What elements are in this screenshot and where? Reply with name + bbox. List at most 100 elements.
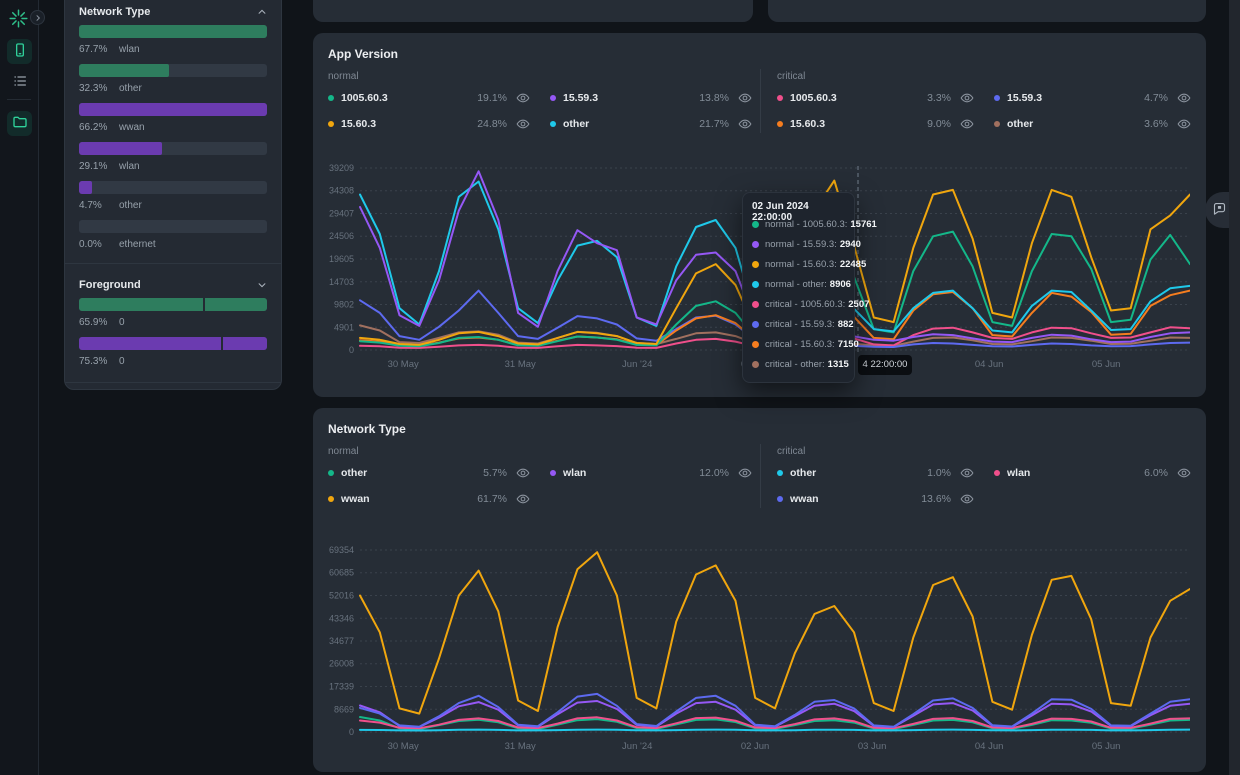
eye-icon[interactable] bbox=[1177, 466, 1191, 480]
tooltip-series-value: 2940 bbox=[839, 238, 861, 250]
y-axis-tick: 0 bbox=[349, 727, 354, 737]
filter-section-foreground: Foreground 65.9% 0 75.3% 0 bbox=[79, 264, 267, 368]
series-color-dot bbox=[752, 220, 759, 228]
tooltip-series-label: critical - 15.59.3: bbox=[765, 318, 835, 330]
series-percent: 1.0% bbox=[927, 467, 951, 479]
card-partial-right bbox=[768, 0, 1206, 22]
series-percent: 6.0% bbox=[1144, 467, 1168, 479]
eye-icon[interactable] bbox=[960, 492, 974, 506]
series-name: 15.60.3 bbox=[341, 118, 377, 130]
eye-icon[interactable] bbox=[738, 117, 752, 131]
usage-bar-percent: 75.3% bbox=[79, 356, 108, 367]
tooltip-row: critical - 1005.60.3: 2507 bbox=[752, 294, 869, 314]
usage-bar-track bbox=[79, 181, 267, 194]
y-axis-tick: 34677 bbox=[329, 636, 354, 646]
usage-bar-track bbox=[79, 25, 267, 38]
tooltip-series-label: normal - 15.59.3: bbox=[765, 238, 837, 250]
tooltip-series-value: 2507 bbox=[848, 298, 870, 310]
network-type-chart[interactable]: 0 8669 17339 26008 34677 43346 52016 60685 69354… bbox=[328, 542, 1190, 757]
series-color-dot bbox=[550, 95, 556, 101]
series-color-dot bbox=[752, 340, 759, 348]
legend-group-critical: critical 1005.60.3 3.3% 15.59.3 4.7% 15.60.3… bbox=[761, 69, 1191, 137]
tooltip-series-label: normal - 15.60.3: bbox=[765, 258, 837, 270]
group-label: critical bbox=[777, 446, 806, 457]
eye-icon[interactable] bbox=[960, 117, 974, 131]
collapse-panel-button[interactable] bbox=[30, 10, 45, 25]
eye-icon[interactable] bbox=[738, 466, 752, 480]
legend-item: wwan 61.7% bbox=[328, 486, 530, 512]
series-percent: 5.7% bbox=[483, 467, 507, 479]
legend-item: 1005.60.3 19.1% bbox=[328, 85, 530, 111]
eye-icon[interactable] bbox=[1177, 117, 1191, 131]
tooltip-series-label: normal - other: bbox=[765, 278, 827, 290]
usage-bar-label: 66.2% wwan bbox=[79, 122, 267, 134]
series-critical-wwan-line bbox=[359, 692, 1190, 728]
series-name: 15.59.3 bbox=[1007, 92, 1043, 104]
x-axis-label: Jun '24 bbox=[622, 359, 652, 370]
y-axis-tick: 14703 bbox=[329, 277, 354, 287]
scrollbar-track[interactable] bbox=[1229, 0, 1240, 775]
legend-item: other 21.7% bbox=[550, 111, 752, 137]
series-name: wlan bbox=[563, 467, 587, 479]
eye-icon[interactable] bbox=[1177, 91, 1191, 105]
y-axis-tick: 52016 bbox=[329, 590, 354, 600]
app-version-card: App Version normal 1005.60.3 19.1% 15.59.3… bbox=[313, 33, 1206, 397]
eye-icon[interactable] bbox=[738, 91, 752, 105]
series-percent: 3.3% bbox=[927, 92, 951, 104]
eye-icon[interactable] bbox=[516, 117, 530, 131]
usage-bar-percent: 29.1% bbox=[79, 161, 108, 172]
tooltip-series-label: critical - other: bbox=[765, 358, 825, 370]
section-title: Foreground bbox=[79, 279, 141, 291]
series-percent: 19.1% bbox=[477, 92, 507, 104]
usage-bar-label: 0.0% ethernet bbox=[79, 239, 267, 251]
nav-devices-button[interactable] bbox=[7, 39, 32, 64]
nav-list-button[interactable] bbox=[7, 70, 32, 95]
eye-icon[interactable] bbox=[960, 466, 974, 480]
x-axis-label: 31 May bbox=[505, 741, 536, 752]
series-critical-wlan-line bbox=[359, 716, 1190, 730]
card-title: Network Type bbox=[328, 422, 406, 436]
series-color-dot bbox=[994, 121, 1000, 127]
usage-bar-percent: 32.3% bbox=[79, 83, 108, 94]
eye-icon[interactable] bbox=[516, 91, 530, 105]
chevron-down-icon[interactable] bbox=[257, 280, 267, 290]
tooltip-series-value: 22485 bbox=[839, 258, 867, 270]
chevron-up-icon[interactable] bbox=[257, 7, 267, 17]
usage-bar-name: wwan bbox=[119, 122, 145, 133]
series-color-dot bbox=[328, 470, 334, 476]
series-name: 1005.60.3 bbox=[341, 92, 388, 104]
usage-bar-item: 4.7% other bbox=[79, 181, 267, 212]
series-name: 15.60.3 bbox=[790, 118, 826, 130]
usage-bar-item: 65.9% 0 bbox=[79, 298, 267, 329]
y-axis-tick: 24506 bbox=[329, 231, 354, 241]
series-name: 1005.60.3 bbox=[790, 92, 837, 104]
usage-bar-label: 32.3% other bbox=[79, 83, 267, 95]
feedback-button[interactable] bbox=[1205, 192, 1229, 228]
legend-item: wwan 13.6% bbox=[777, 486, 974, 512]
group-label: normal bbox=[328, 446, 359, 457]
legend-item: wlan 6.0% bbox=[994, 460, 1191, 486]
usage-bar-item: 67.7% wlan bbox=[79, 25, 267, 56]
legend-item: wlan 12.0% bbox=[550, 460, 752, 486]
x-axis-label: 30 May bbox=[388, 359, 419, 370]
x-axis-label: 05 Jun bbox=[1092, 359, 1121, 370]
tooltip-row: critical - other: 1315 bbox=[752, 354, 849, 374]
spark-logo-icon bbox=[8, 8, 29, 29]
y-axis-tick: 4901 bbox=[334, 322, 354, 332]
usage-bar-label: 65.9% 0 bbox=[79, 317, 267, 329]
series-name: wwan bbox=[790, 493, 819, 505]
series-color-dot bbox=[328, 95, 334, 101]
eye-icon[interactable] bbox=[516, 492, 530, 506]
usage-bar-item: 75.3% 0 bbox=[79, 337, 267, 368]
series-normal-wlan-line bbox=[359, 700, 1190, 728]
usage-bar-label: 4.7% other bbox=[79, 200, 267, 212]
tooltip-series-value: 7150 bbox=[837, 338, 859, 350]
y-axis-tick: 29407 bbox=[329, 208, 354, 218]
eye-icon[interactable] bbox=[960, 91, 974, 105]
tooltip-row: normal - other: 8906 bbox=[752, 274, 851, 294]
nav-files-button[interactable] bbox=[7, 111, 32, 136]
rail-divider bbox=[7, 99, 31, 100]
eye-icon[interactable] bbox=[516, 466, 530, 480]
y-axis-tick: 9802 bbox=[334, 300, 354, 310]
usage-bar-percent: 65.9% bbox=[79, 317, 108, 328]
